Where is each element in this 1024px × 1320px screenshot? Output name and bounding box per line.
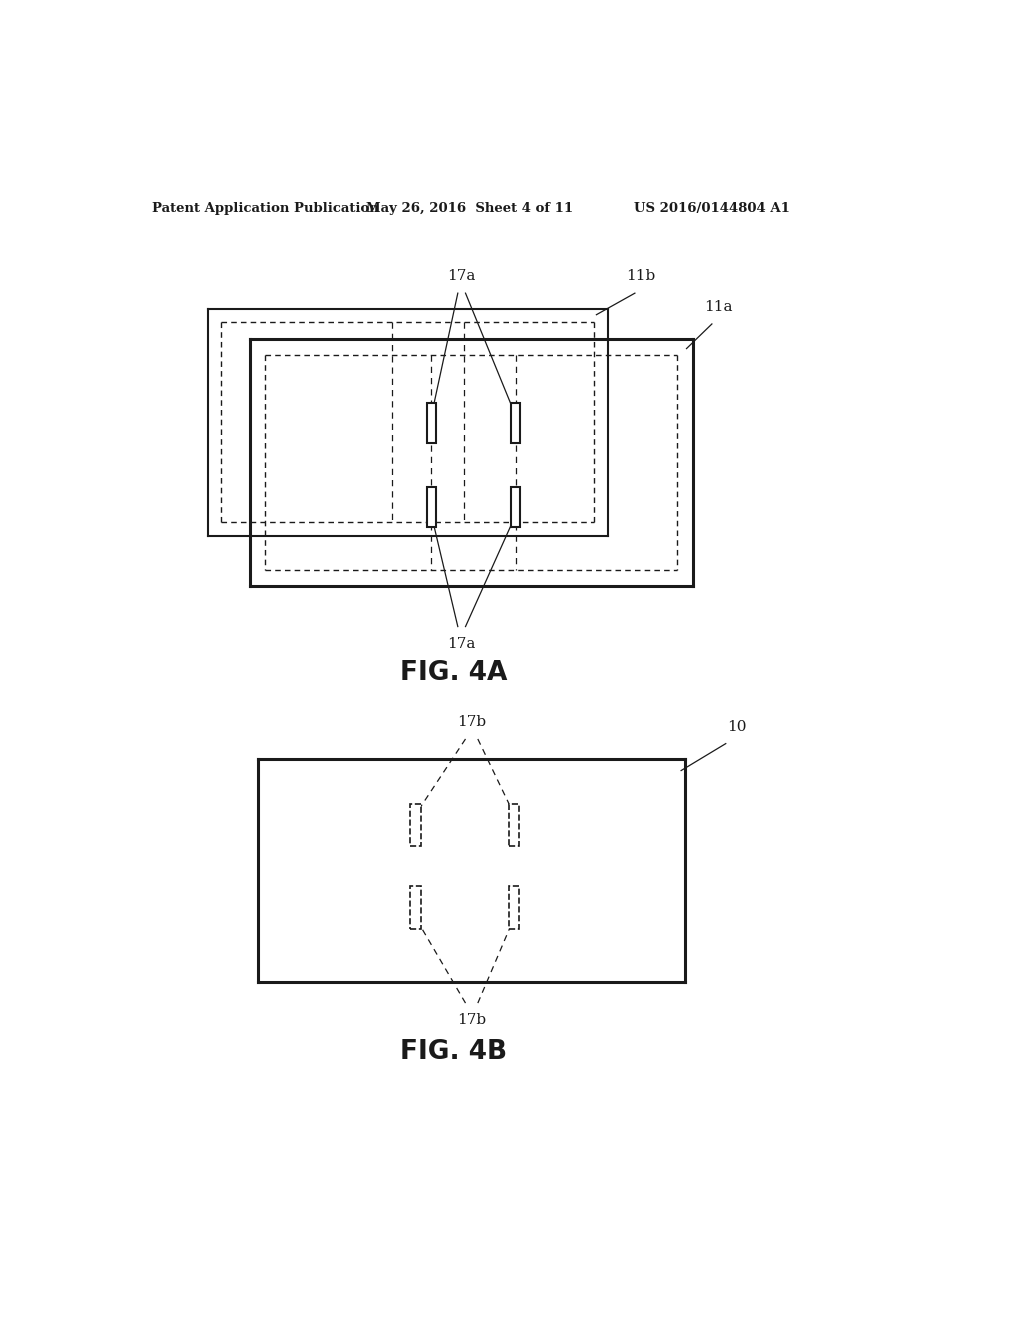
Text: 17a: 17a: [447, 636, 476, 651]
Bar: [511, 404, 520, 444]
Text: Patent Application Publication: Patent Application Publication: [152, 202, 379, 215]
Text: 10: 10: [728, 719, 748, 734]
Text: May 26, 2016  Sheet 4 of 11: May 26, 2016 Sheet 4 of 11: [366, 202, 572, 215]
Bar: [411, 804, 421, 846]
Text: 11b: 11b: [627, 269, 655, 284]
Bar: [411, 886, 421, 929]
Bar: [427, 487, 435, 527]
Text: US 2016/0144804 A1: US 2016/0144804 A1: [634, 202, 790, 215]
Text: 11a: 11a: [703, 300, 732, 314]
Text: FIG. 4A: FIG. 4A: [400, 660, 508, 686]
Text: 17b: 17b: [457, 715, 486, 729]
Text: FIG. 4B: FIG. 4B: [400, 1039, 508, 1065]
Text: 17a: 17a: [447, 269, 476, 284]
Bar: [427, 404, 435, 444]
Bar: [511, 487, 520, 527]
Bar: [509, 886, 519, 929]
Bar: [509, 804, 519, 846]
Text: 17b: 17b: [457, 1012, 486, 1027]
